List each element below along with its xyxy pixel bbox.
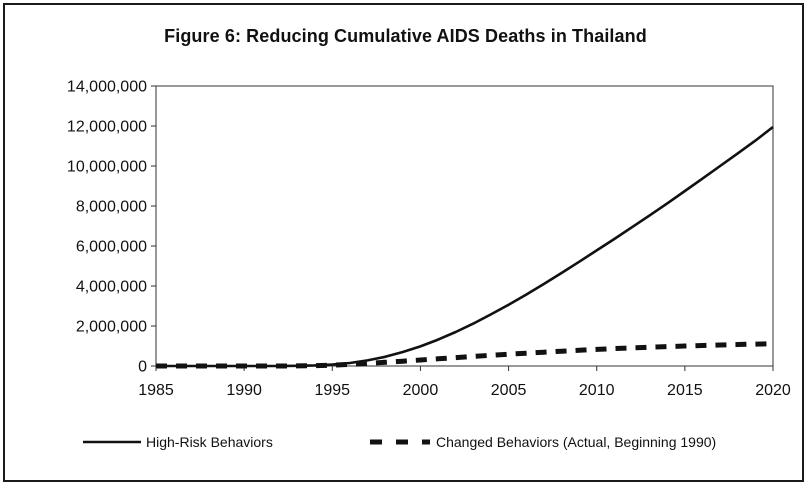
plot-area: [155, 85, 774, 367]
x-tick-label: 1985: [138, 382, 174, 399]
legend-label: High-Risk Behaviors: [146, 434, 273, 450]
series-line-high-risk: [156, 125, 774, 368]
y-tick-label: 14,000,000: [67, 79, 147, 96]
x-tick-label: 2005: [491, 382, 527, 399]
x-tick-label: 1995: [314, 382, 350, 399]
legend-label: Changed Behaviors (Actual, Beginning 199…: [436, 434, 716, 450]
y-tick-label: 10,000,000: [67, 159, 147, 176]
y-tick-label: 6,000,000: [76, 239, 147, 256]
x-tick-label: 2010: [579, 382, 615, 399]
chart-frame: [3, 3, 804, 482]
y-tick-label: 8,000,000: [76, 199, 147, 216]
y-tick-label: 4,000,000: [76, 279, 147, 296]
y-tick-label: 2,000,000: [76, 319, 147, 336]
x-tick-label: 2015: [667, 382, 703, 399]
x-tick-label: 2000: [403, 382, 439, 399]
y-tick-label: 0: [138, 359, 147, 376]
x-tick-label: 2020: [755, 382, 791, 399]
series-line-changed: [156, 341, 774, 369]
x-tick-label: 1990: [226, 382, 262, 399]
chart-title: Figure 6: Reducing Cumulative AIDS Death…: [164, 26, 647, 46]
y-tick-label: 12,000,000: [67, 119, 147, 136]
